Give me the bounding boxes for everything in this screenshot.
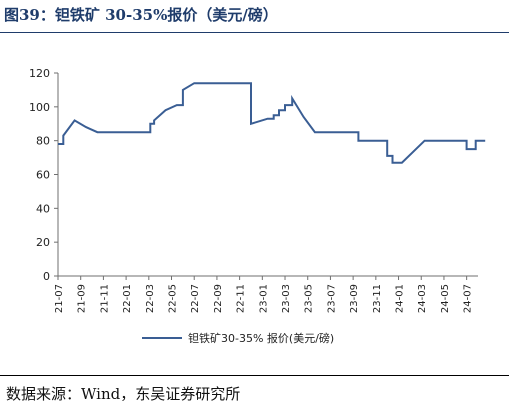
chart-axes — [57, 73, 478, 277]
line-chart: 0 20 40 60 80 100 120 21-07 21-09 21-11 22-01 22-0… — [29, 67, 486, 345]
x-tick-label: 23-03 — [281, 284, 292, 313]
legend-label: 钽铁矿30-35% 报价(美元/磅) — [188, 331, 334, 345]
y-tick-label: 100 — [29, 101, 50, 114]
figure-title: 图39：钽铁矿 30-35%报价（美元/磅） — [4, 6, 278, 24]
x-tick-label: 21-07 — [54, 284, 65, 313]
y-axis-ticks: 0 20 40 60 80 100 120 — [29, 67, 58, 283]
legend: 钽铁矿30-35% 报价(美元/磅) — [142, 331, 334, 345]
y-tick-label: 60 — [36, 169, 50, 182]
y-tick-label: 80 — [36, 135, 50, 148]
x-tick-label: 22-05 — [168, 284, 179, 313]
x-tick-label: 21-11 — [99, 284, 110, 313]
y-tick-label: 20 — [36, 236, 50, 249]
series-layer — [58, 82, 486, 164]
x-tick-label: 23-05 — [304, 284, 315, 313]
x-tick-label: 22-03 — [145, 284, 156, 313]
x-tick-label: 24-01 — [395, 284, 406, 313]
x-tick-label: 23-07 — [326, 284, 337, 313]
x-tick-label: 24-03 — [417, 284, 428, 313]
x-tick-label: 23-09 — [349, 284, 360, 313]
x-tick-label: 23-01 — [258, 284, 269, 313]
x-tick-label: 22-11 — [236, 284, 247, 313]
bottom-rule — [0, 375, 509, 376]
y-tick-label: 0 — [43, 270, 50, 283]
x-tick-label: 22-07 — [190, 284, 201, 313]
x-tick-label: 22-01 — [122, 284, 133, 313]
x-tick-label: 21-09 — [77, 284, 88, 313]
x-axis-ticks: 21-07 21-09 21-11 22-01 22-03 22-05 22-07 22-09… — [54, 276, 474, 313]
y-tick-label: 120 — [29, 67, 50, 80]
x-tick-label: 22-09 — [213, 284, 224, 313]
y-tick-label: 40 — [36, 202, 50, 215]
series-line — [58, 82, 486, 164]
title-rule — [0, 32, 509, 33]
x-tick-label: 24-05 — [440, 284, 451, 313]
source-note: 数据来源：Wind，东吴证券研究所 — [6, 385, 241, 403]
x-tick-label: 24-07 — [463, 284, 474, 313]
x-tick-label: 23-11 — [372, 284, 383, 313]
